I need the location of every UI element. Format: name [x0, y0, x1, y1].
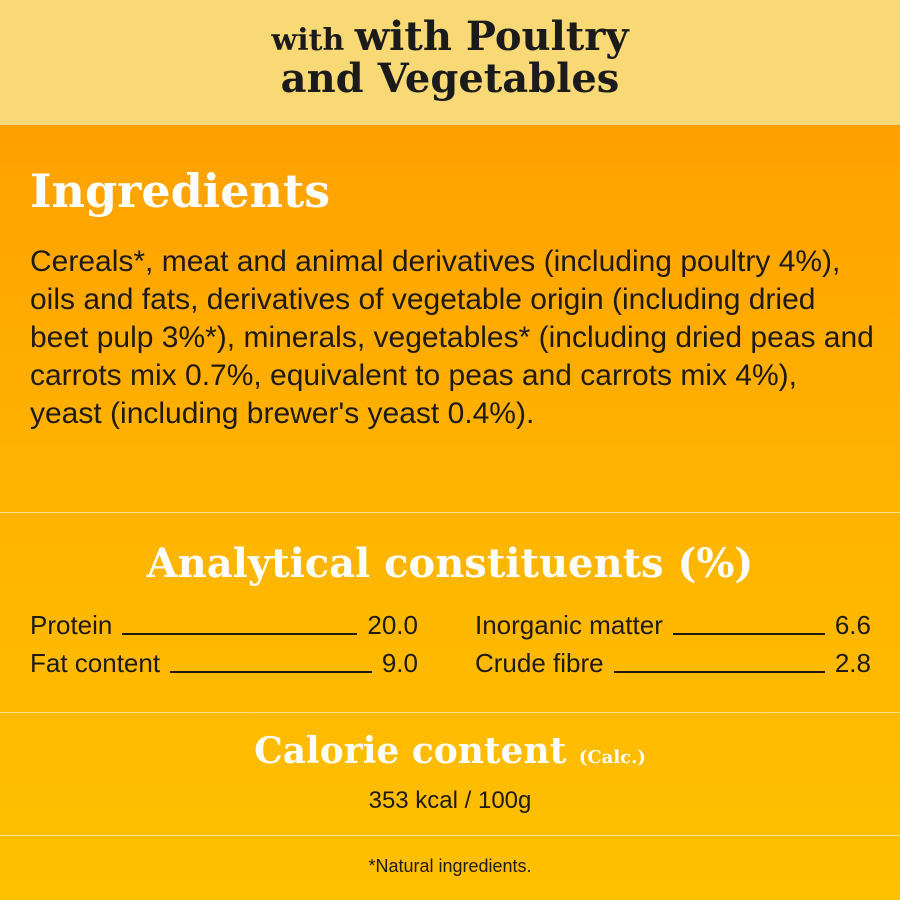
section-divider — [0, 712, 900, 713]
ingredients-text: Cereals*, meat and animal derivatives (i… — [30, 245, 874, 430]
constituent-value: 6.6 — [834, 610, 871, 640]
constituent-row-inorganic: Inorganic matter 6.6 — [475, 612, 871, 638]
variant-title-line2: and Vegetables — [280, 55, 620, 102]
leader-line — [122, 633, 358, 635]
analytical-constituents-heading: Analytical constituents (%) — [146, 540, 754, 587]
leader-line — [170, 671, 372, 673]
constituent-row-fibre: Crude fibre 2.8 — [475, 650, 871, 676]
constituent-label: Inorganic matter — [475, 610, 663, 640]
section-divider — [0, 512, 900, 513]
section-divider — [0, 835, 900, 836]
header-band: with with Poultry and Vegetables — [0, 0, 900, 125]
variant-title-line1: with with Poultry — [271, 13, 629, 60]
ingredients-heading: Ingredients — [30, 164, 331, 218]
calorie-value: 353 kcal / 100g — [368, 787, 532, 814]
constituent-value: 20.0 — [367, 610, 418, 640]
product-variant-title: with with Poultry and Vegetables — [0, 16, 900, 100]
leader-line — [672, 633, 825, 635]
constituent-label: Protein — [30, 610, 113, 640]
calorie-title-text: Calorie content — [254, 730, 567, 772]
constituent-label: Crude fibre — [475, 648, 604, 678]
leader-line — [613, 671, 825, 673]
calorie-calc-note: (Calc.) — [578, 747, 646, 768]
footnote: *Natural ingredients. — [368, 856, 532, 876]
constituent-value: 2.8 — [834, 648, 871, 678]
constituent-value: 9.0 — [381, 648, 418, 678]
constituent-row-fat: Fat content 9.0 — [30, 650, 418, 676]
constituent-row-protein: Protein 20.0 — [30, 612, 418, 638]
calorie-content-heading: Calorie content (Calc.) — [0, 730, 900, 772]
constituent-label: Fat content — [30, 648, 161, 678]
variant-title-line1-text: with Poultry — [354, 13, 629, 60]
